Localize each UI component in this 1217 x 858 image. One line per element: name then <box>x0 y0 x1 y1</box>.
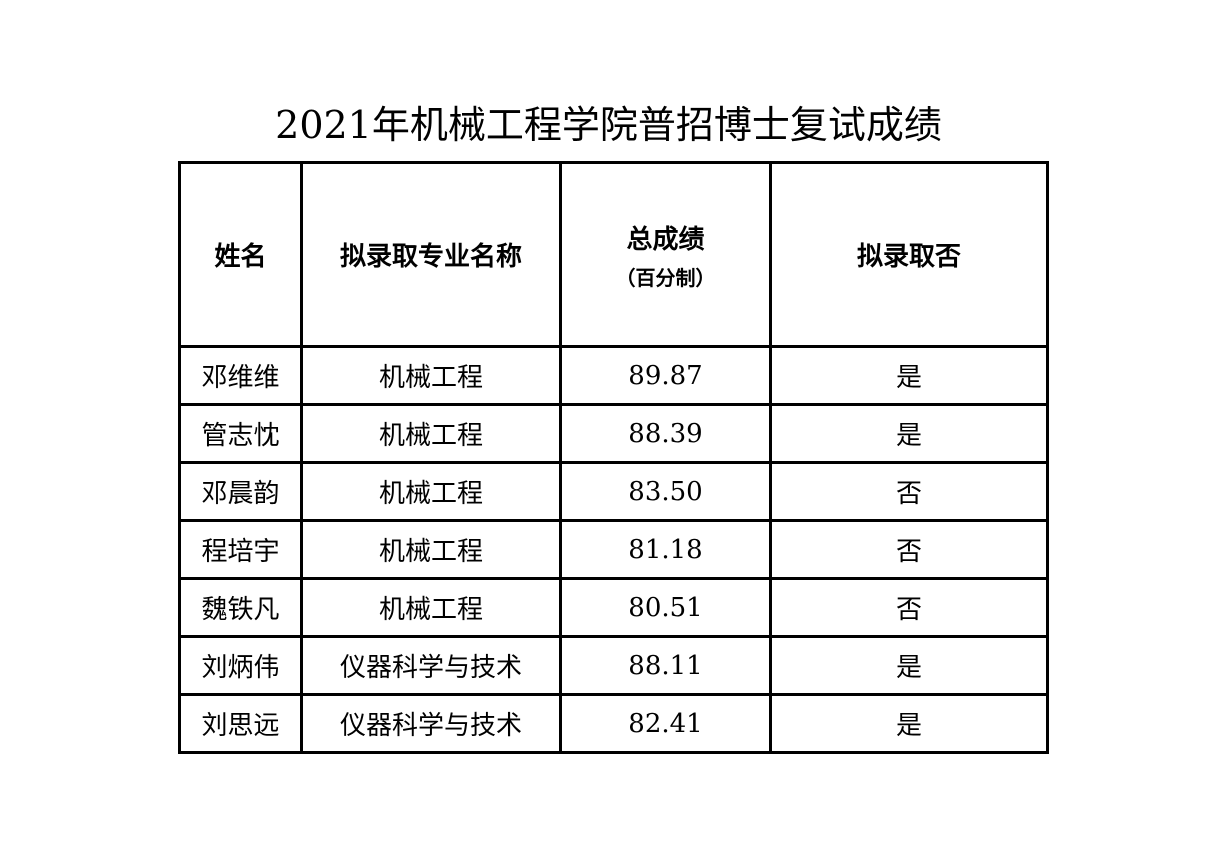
page-title: 2021年机械工程学院普招博士复试成绩 <box>275 103 942 147</box>
header-score-sub: （百分制） <box>615 265 716 290</box>
table-row: 邓晨韵 机械工程 83.50 否 <box>178 461 1049 522</box>
header-score-label: 总成绩 <box>626 224 705 255</box>
cell-admit: 是 <box>769 635 1049 696</box>
table-row: 邓维维 机械工程 89.87 是 <box>178 345 1049 406</box>
table-row: 刘炳伟 仪器科学与技术 88.11 是 <box>178 635 1049 696</box>
cell-name: 刘思远 <box>178 693 303 754</box>
header-score: 总成绩 （百分制） <box>559 161 772 348</box>
table-row: 刘思远 仪器科学与技术 82.41 是 <box>178 693 1049 754</box>
cell-admit: 否 <box>769 519 1049 580</box>
cell-admit: 是 <box>769 345 1049 406</box>
header-admit: 拟录取否 <box>769 161 1049 348</box>
cell-admit: 是 <box>769 403 1049 464</box>
cell-score: 88.39 <box>559 403 772 464</box>
table-row: 程培宇 机械工程 81.18 否 <box>178 519 1049 580</box>
table-row: 管志忱 机械工程 88.39 是 <box>178 403 1049 464</box>
cell-name: 刘炳伟 <box>178 635 303 696</box>
header-row: 姓名 拟录取专业名称 总成绩 （百分制） 拟录取否 <box>178 161 1049 348</box>
cell-score: 82.41 <box>559 693 772 754</box>
cell-major: 仪器科学与技术 <box>300 635 562 696</box>
cell-score: 80.51 <box>559 577 772 638</box>
cell-major: 机械工程 <box>300 519 562 580</box>
cell-name: 邓维维 <box>178 345 303 406</box>
cell-major: 仪器科学与技术 <box>300 693 562 754</box>
cell-major: 机械工程 <box>300 345 562 406</box>
cell-admit: 否 <box>769 577 1049 638</box>
cell-score: 83.50 <box>559 461 772 522</box>
cell-score: 88.11 <box>559 635 772 696</box>
cell-score: 89.87 <box>559 345 772 406</box>
cell-major: 机械工程 <box>300 577 562 638</box>
cell-major: 机械工程 <box>300 403 562 464</box>
cell-name: 程培宇 <box>178 519 303 580</box>
cell-admit: 是 <box>769 693 1049 754</box>
table-row: 魏铁凡 机械工程 80.51 否 <box>178 577 1049 638</box>
cell-major: 机械工程 <box>300 461 562 522</box>
header-major: 拟录取专业名称 <box>300 161 562 348</box>
cell-score: 81.18 <box>559 519 772 580</box>
cell-name: 管志忱 <box>178 403 303 464</box>
cell-name: 邓晨韵 <box>178 461 303 522</box>
header-name: 姓名 <box>178 161 303 348</box>
results-table: 姓名 拟录取专业名称 总成绩 （百分制） 拟录取否 邓维维 机械工程 89.87 是管… <box>178 161 1049 754</box>
cell-name: 魏铁凡 <box>178 577 303 638</box>
cell-admit: 否 <box>769 461 1049 522</box>
